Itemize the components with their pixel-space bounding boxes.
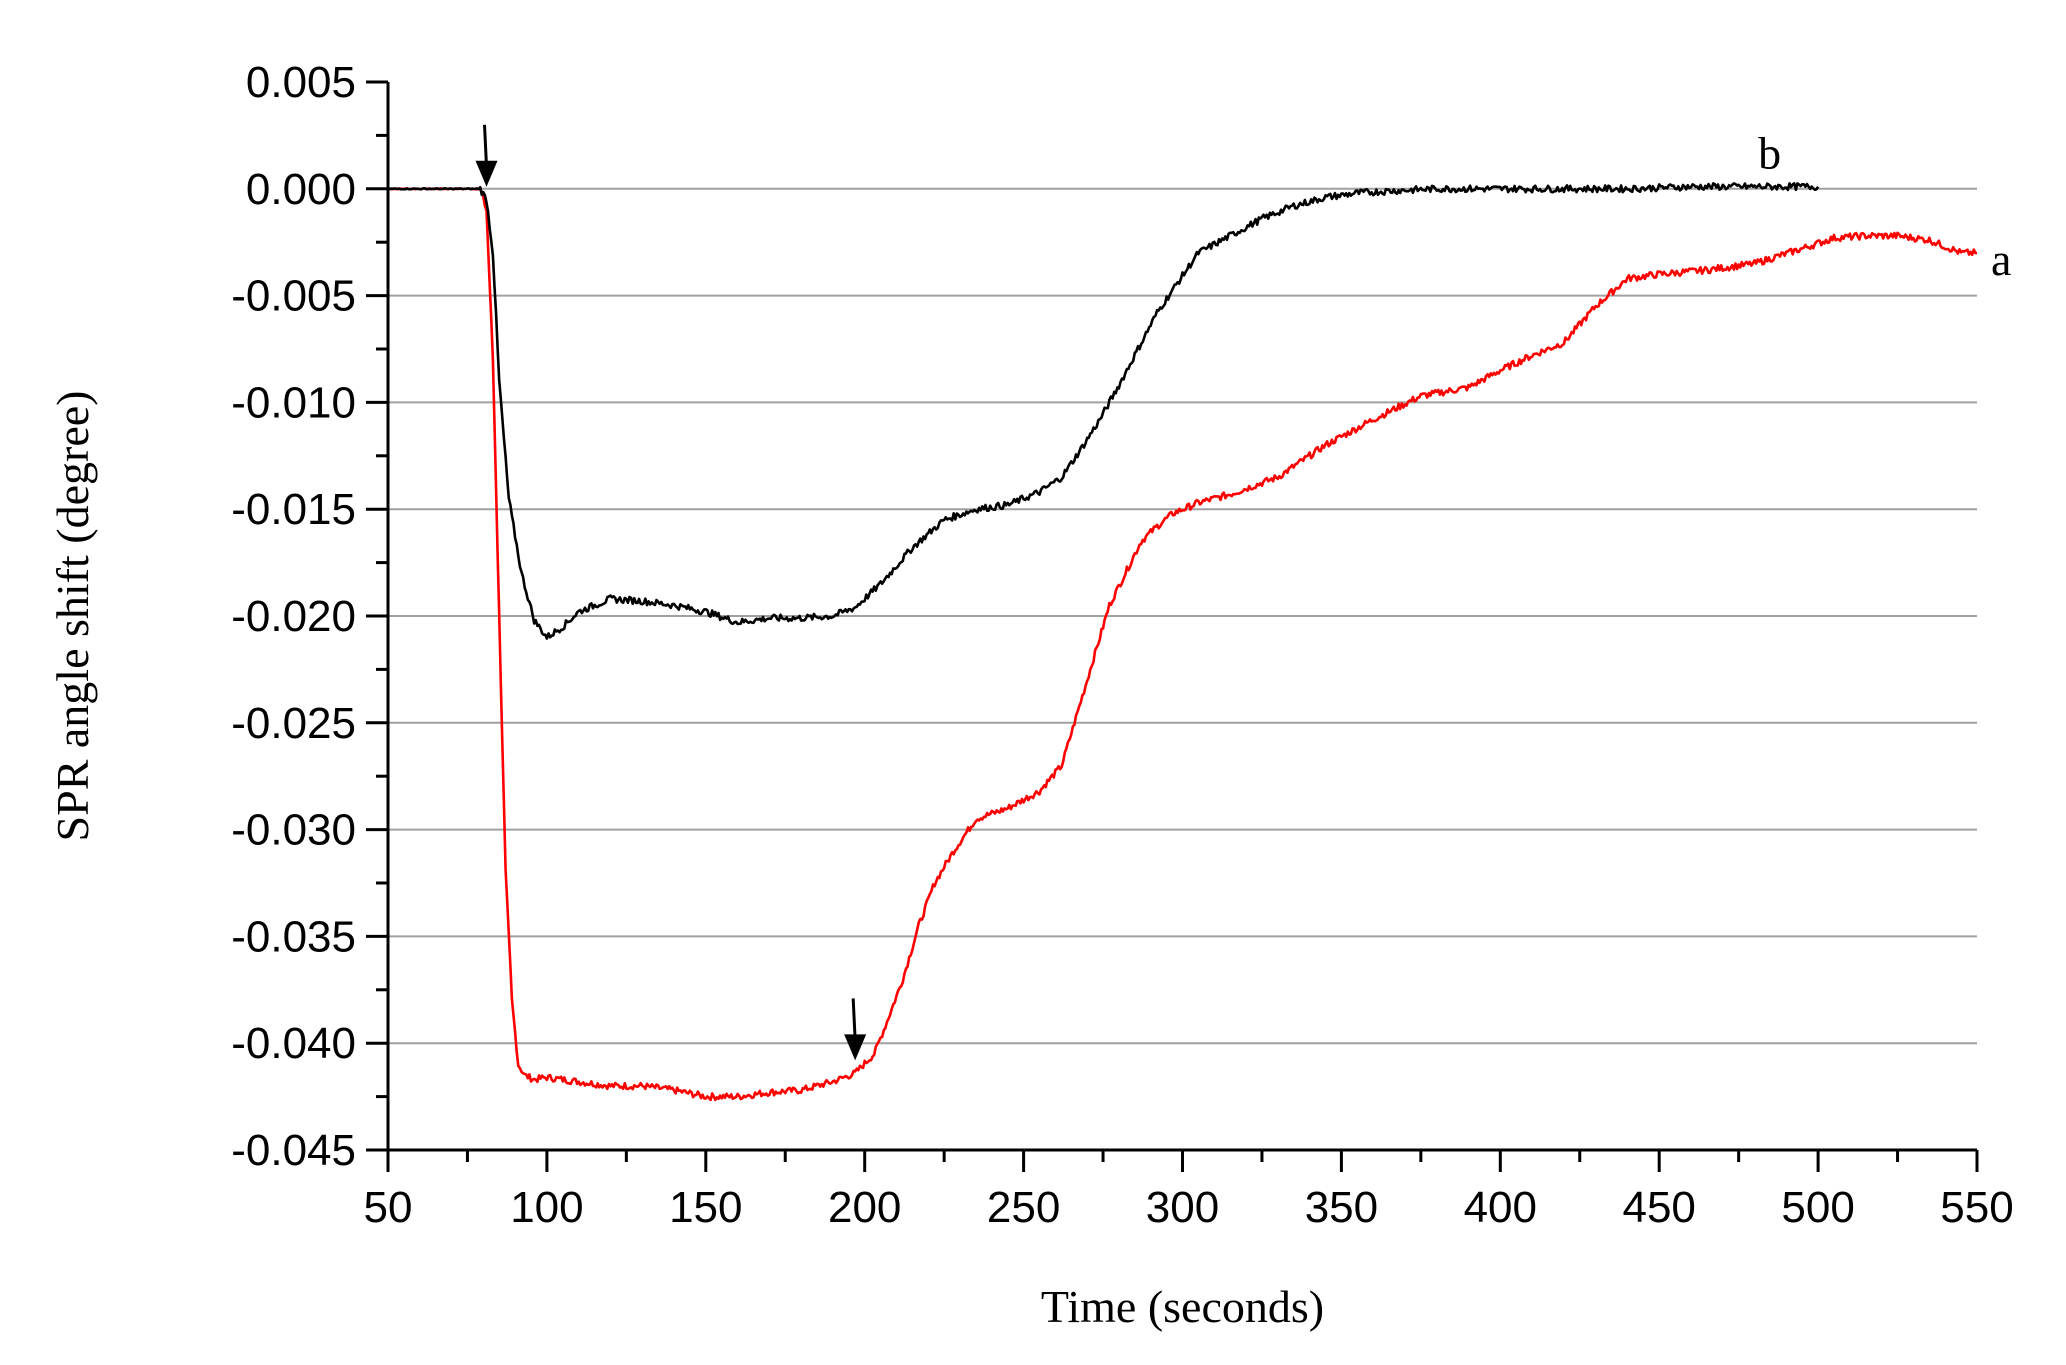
x-tick-label: 50 [364,1183,413,1232]
series-label-b: b [1758,128,1781,179]
x-tick-label: 500 [1781,1183,1854,1232]
y-tick-label: -0.045 [231,1126,356,1175]
x-tick-label: 550 [1940,1183,2013,1232]
x-axis-title: Time (seconds) [1041,1281,1324,1332]
y-tick-label: 0.000 [246,165,356,214]
x-tick-label: 100 [510,1183,583,1232]
x-tick-label: 400 [1464,1183,1537,1232]
series-line-b [387,182,1820,640]
x-tick-label: 350 [1305,1183,1378,1232]
series-layer: ab [387,128,2011,1102]
x-tick-label: 450 [1622,1183,1695,1232]
annotations [475,124,867,1061]
y-tick-label: -0.015 [231,485,356,534]
y-tick-label: -0.040 [231,1019,356,1068]
y-tick-label: -0.035 [231,912,356,961]
x-tick-label: 150 [669,1183,742,1232]
arrow-annotation [475,124,498,187]
x-tick-label: 250 [987,1183,1060,1232]
y-tick-label: -0.030 [231,806,356,855]
grid-lines [388,187,1977,1045]
y-tick-label: -0.025 [231,699,356,748]
series-label-a: a [1991,234,2011,285]
x-tick-label: 300 [1146,1183,1219,1232]
y-tick-label: -0.020 [231,592,356,641]
y-axis-title: SPR angle shift (degree) [47,391,98,842]
y-tick-label: -0.010 [231,378,356,427]
y-tick-label: 0.005 [246,58,356,107]
y-tick-label: -0.005 [231,272,356,321]
x-tick-label: 200 [828,1183,901,1232]
series-line-a [387,186,1978,1102]
ticks: 0.005 0.000 -0.005 -0.010 -0.015 -0.020 -0.025… [231,58,2013,1232]
arrow-annotation [844,998,867,1061]
